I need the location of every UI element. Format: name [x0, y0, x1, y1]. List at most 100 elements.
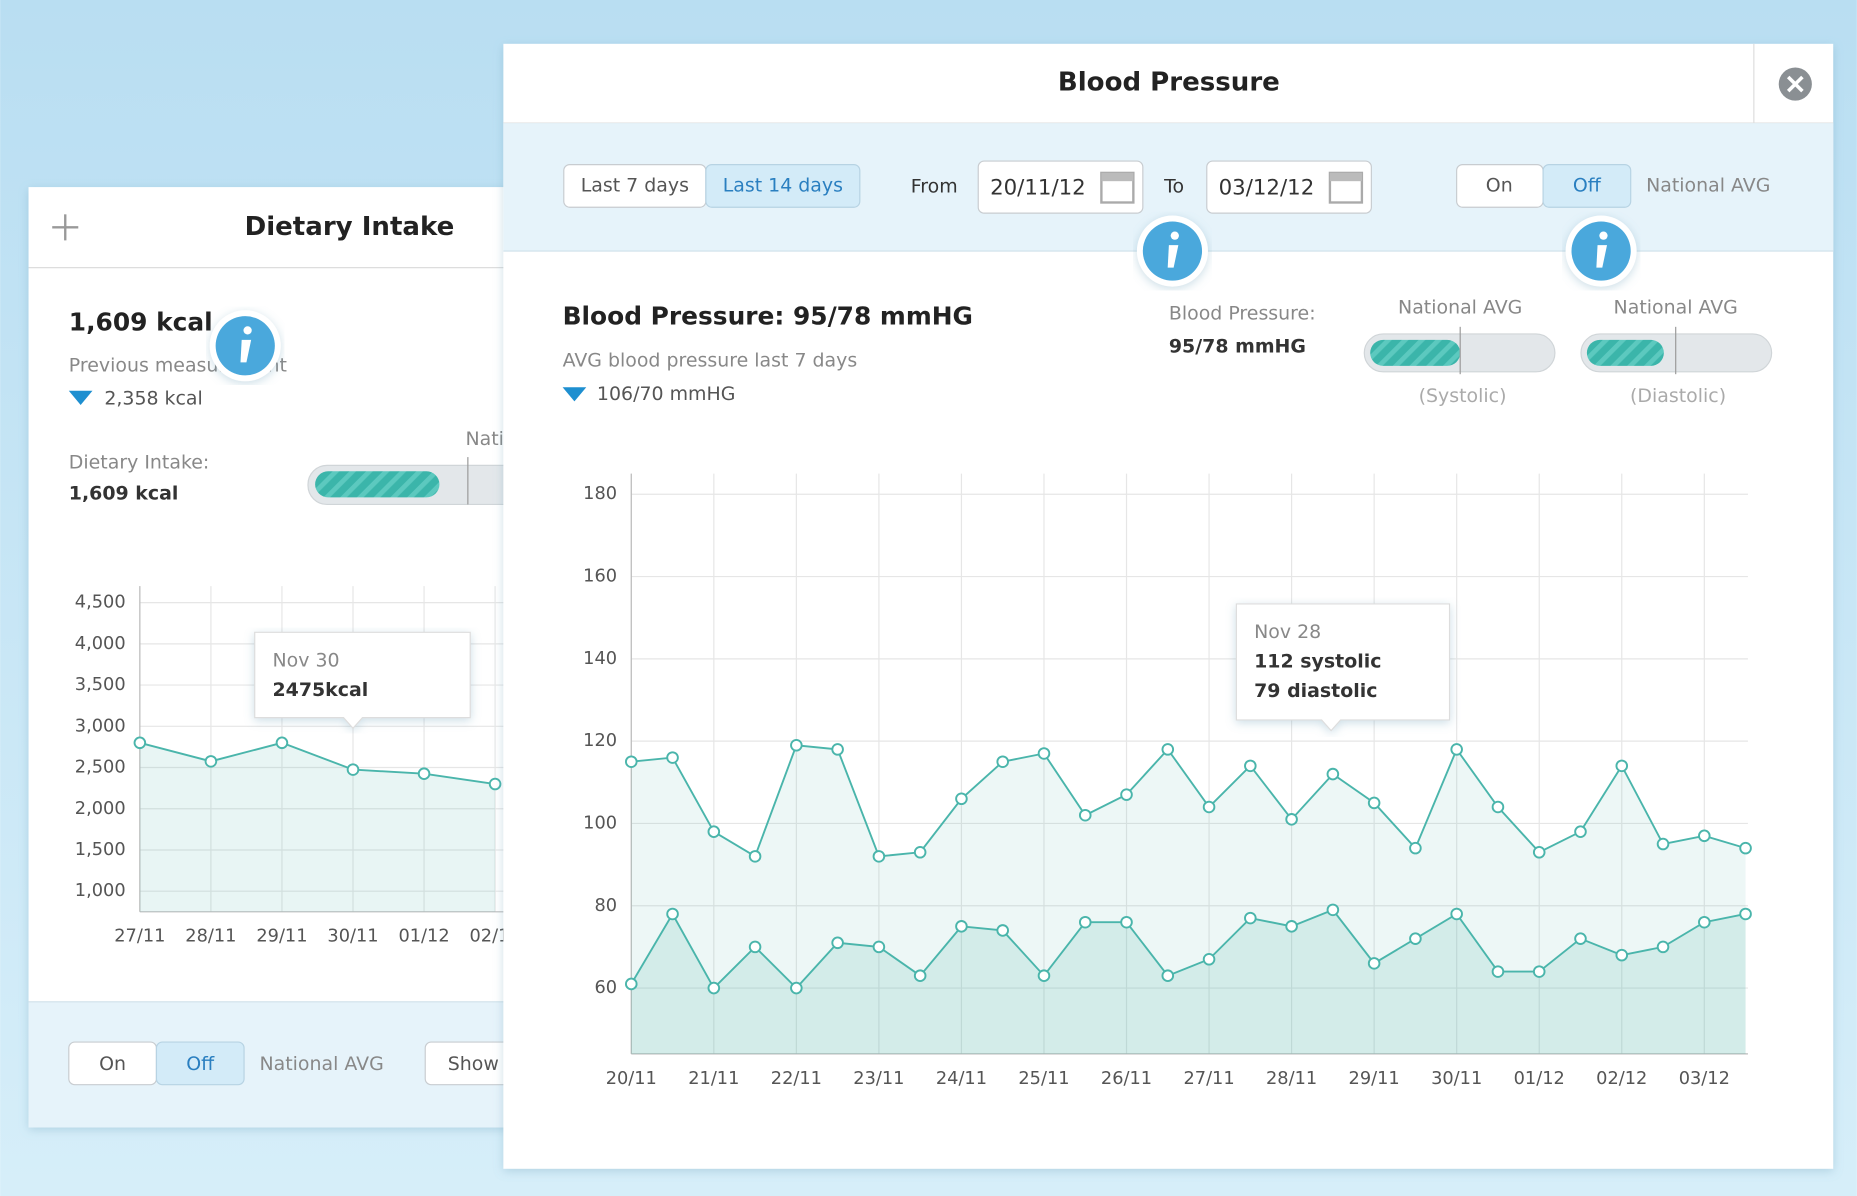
y-tick-label: 2,000: [75, 799, 126, 819]
point: [1120, 788, 1133, 801]
point: [1161, 969, 1175, 982]
toggle-off[interactable]: [155, 1041, 245, 1086]
toggle-label: National AVG: [1646, 174, 1770, 196]
toggle-on-label: On: [1486, 174, 1513, 196]
point: [1202, 952, 1216, 966]
tooltip-line: 112 systolic: [1254, 650, 1381, 672]
point: [790, 981, 803, 995]
point: [996, 924, 1009, 937]
blood-pressure-panel: Blood Pressure Last 7 days Last 14 days …: [503, 43, 1834, 1169]
point: [1450, 907, 1463, 921]
toggle-off[interactable]: [1542, 164, 1632, 208]
point: [1574, 932, 1587, 945]
x-tick-label: 01/12: [398, 927, 449, 947]
gauge-label: National AVG: [1614, 296, 1738, 318]
point: [1409, 932, 1422, 945]
x-tick-label: 29/11: [1349, 1069, 1400, 1089]
x-tick-label: 01/12: [1514, 1069, 1565, 1089]
toggle-off-label: Off: [186, 1053, 215, 1075]
x-tick-label: 20/11: [606, 1069, 657, 1089]
gauge-fill: [1370, 339, 1461, 366]
avg-value: 106/70 mmHG: [597, 383, 735, 405]
point: [1615, 948, 1629, 962]
close-button[interactable]: [1778, 67, 1812, 101]
point: [748, 850, 762, 863]
y-tick-label: 100: [583, 813, 617, 833]
toggle-on-label: On: [99, 1053, 126, 1075]
range-button-selected[interactable]: [705, 164, 861, 208]
point: [1532, 965, 1546, 978]
point: [1037, 969, 1051, 982]
point: [1698, 829, 1711, 843]
y-tick-label: 1,000: [75, 881, 126, 901]
point: [204, 755, 218, 768]
point: [707, 825, 721, 838]
point: [872, 850, 886, 863]
line: [630, 908, 1746, 990]
move-icon: [52, 214, 79, 241]
x-tick-label: 02/12: [1596, 1069, 1647, 1089]
point: [1615, 759, 1629, 773]
line: [139, 741, 496, 785]
point: [1491, 800, 1505, 814]
point: [1739, 841, 1752, 855]
point: [955, 920, 968, 933]
area: [139, 742, 496, 912]
x-tick-label: 21/11: [688, 1069, 739, 1089]
x-tick-label: 30/11: [1431, 1069, 1482, 1089]
from-date: 20/11/12: [990, 175, 1086, 200]
point: [1409, 841, 1422, 855]
tooltip-line: 79 diastolic: [1254, 680, 1377, 702]
down-arrow: [562, 387, 587, 402]
point: [955, 792, 968, 806]
tooltip-line: 2475kcal: [272, 679, 368, 701]
point: [1161, 743, 1175, 756]
chart: 180 160 140 120 100 80 60 20/11 21/11 22/11 23/11 2…: [583, 473, 1752, 1089]
point: [1244, 911, 1257, 925]
info-icon: [1565, 215, 1637, 287]
toggle-off-label: Off: [1573, 174, 1602, 196]
point: [1078, 808, 1092, 822]
point: [831, 936, 844, 950]
x-tick-label: 24/11: [936, 1069, 987, 1089]
point: [996, 755, 1009, 769]
avg-label: AVG blood pressure last 7 days: [563, 350, 858, 372]
area: [631, 745, 1746, 1054]
x-tick-label: 25/11: [1018, 1069, 1069, 1089]
x-tick-label: 03/12: [1679, 1069, 1730, 1089]
from-label: From: [911, 176, 958, 198]
show-button-label: Show: [448, 1053, 499, 1075]
y-tick-label: 3,500: [75, 675, 126, 695]
point: [913, 969, 927, 982]
point: [1078, 915, 1092, 929]
point: [1326, 767, 1340, 781]
y-tick-label: 4,000: [75, 634, 126, 654]
line: [631, 744, 1746, 858]
point: [1532, 845, 1546, 859]
to-label: To: [1163, 176, 1184, 198]
gauge-caption: (Diastolic): [1630, 385, 1726, 407]
tooltip: [254, 631, 471, 730]
chart: 4,500 4,000 3,500 3,000 2,500 2,000 1,500 1,000…: [75, 586, 522, 947]
calendar-icon: [1100, 171, 1135, 204]
point: [748, 940, 762, 954]
point: [275, 736, 289, 750]
point: [1450, 743, 1463, 756]
point: [417, 767, 431, 780]
point: [1326, 903, 1340, 917]
point: [1656, 940, 1670, 954]
x-tick-label: 27/11: [114, 927, 165, 947]
y-tick-label: 60: [594, 978, 617, 998]
value: 1,609 kcal: [69, 307, 213, 336]
y-tick-label: 80: [594, 896, 617, 916]
point: [1202, 800, 1216, 814]
y-tick-label: 3,000: [75, 716, 126, 736]
x-tick-label: 23/11: [853, 1069, 904, 1089]
point: [133, 736, 147, 750]
toggle-label: National AVG: [259, 1053, 383, 1075]
current-label: Dietary Intake:: [69, 452, 209, 474]
current-value: 1,609 kcal: [69, 482, 179, 504]
y-tick-label: 4,500: [75, 593, 126, 613]
info-icon: [1136, 215, 1208, 287]
point: [1037, 747, 1051, 760]
